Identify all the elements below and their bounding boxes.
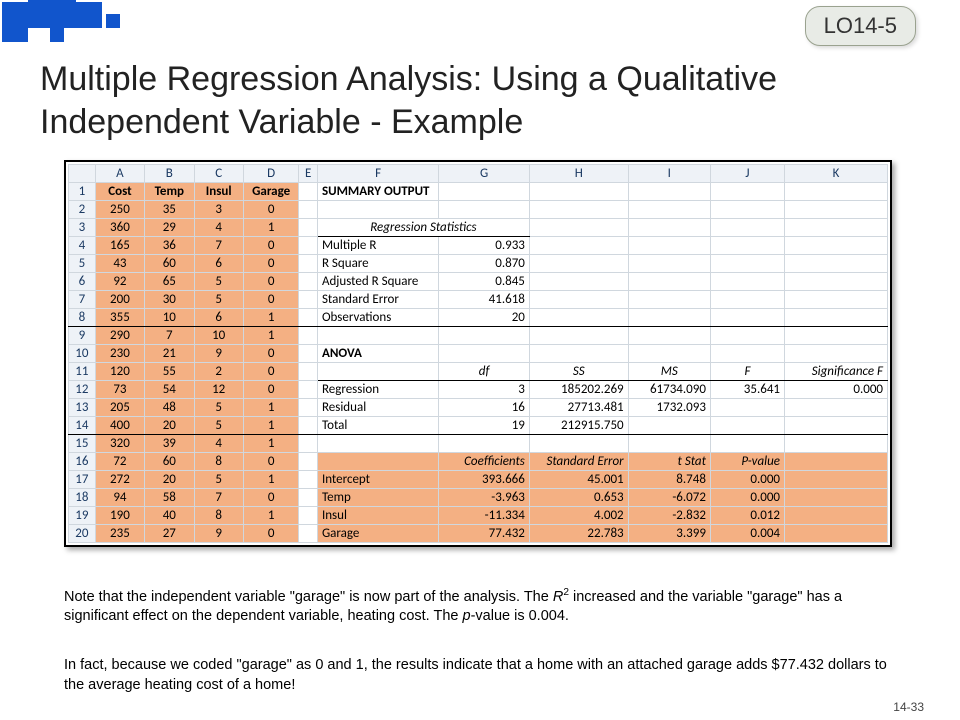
excel-row: 83551061Observations20 — [69, 309, 888, 327]
page-number: 14-33 — [893, 700, 924, 714]
excel-row: 132054851Residual1627713.4811732.093 — [69, 399, 888, 417]
excel-grid: A B C D E F G H I J K 1CostTempInsulGara… — [68, 164, 888, 543]
excel-row: 144002051Total19212915.750 — [69, 417, 888, 435]
slide-title: Multiple Regression Analysis: Using a Qu… — [40, 58, 920, 143]
corner-decoration — [0, 0, 260, 48]
excel-row: 102302190ANOVA — [69, 345, 888, 363]
footnote-1: Note that the independent variable "gara… — [64, 586, 892, 627]
excel-row: 16726080CoefficientsStandard Errort Stat… — [69, 453, 888, 471]
excel-row: 202352790Garage77.43222.7833.3990.004 — [69, 525, 888, 543]
excel-row: 72003050Standard Error41.618 — [69, 291, 888, 309]
excel-row: 22503530 — [69, 201, 888, 219]
excel-row: 92907101 — [69, 327, 888, 345]
excel-row: 6926550Adjusted R Square0.845 — [69, 273, 888, 291]
excel-row: 191904081Insul-11.3344.002-2.8320.012 — [69, 507, 888, 525]
excel-row: 5436060R Square0.870 — [69, 255, 888, 273]
col-header-row: A B C D E F G H I J K — [69, 165, 888, 183]
excel-screenshot: A B C D E F G H I J K 1CostTempInsulGara… — [64, 160, 892, 547]
excel-row: 153203941 — [69, 435, 888, 453]
excel-row: 18945870Temp-3.9630.653-6.0720.000 — [69, 489, 888, 507]
excel-row: 41653670Multiple R0.933 — [69, 237, 888, 255]
excel-row: 1CostTempInsulGarageSUMMARY OUTPUT — [69, 183, 888, 201]
excel-row: 111205520dfSSMSFSignificance F — [69, 363, 888, 381]
learning-objective-badge: LO14-5 — [805, 6, 916, 46]
excel-row: 33602941Regression Statistics — [69, 219, 888, 237]
excel-row: 127354120Regression3185202.26961734.0903… — [69, 381, 888, 399]
footnote-2: In fact, because we coded "garage" as 0 … — [64, 656, 892, 695]
excel-row: 172722051Intercept393.66645.0018.7480.00… — [69, 471, 888, 489]
